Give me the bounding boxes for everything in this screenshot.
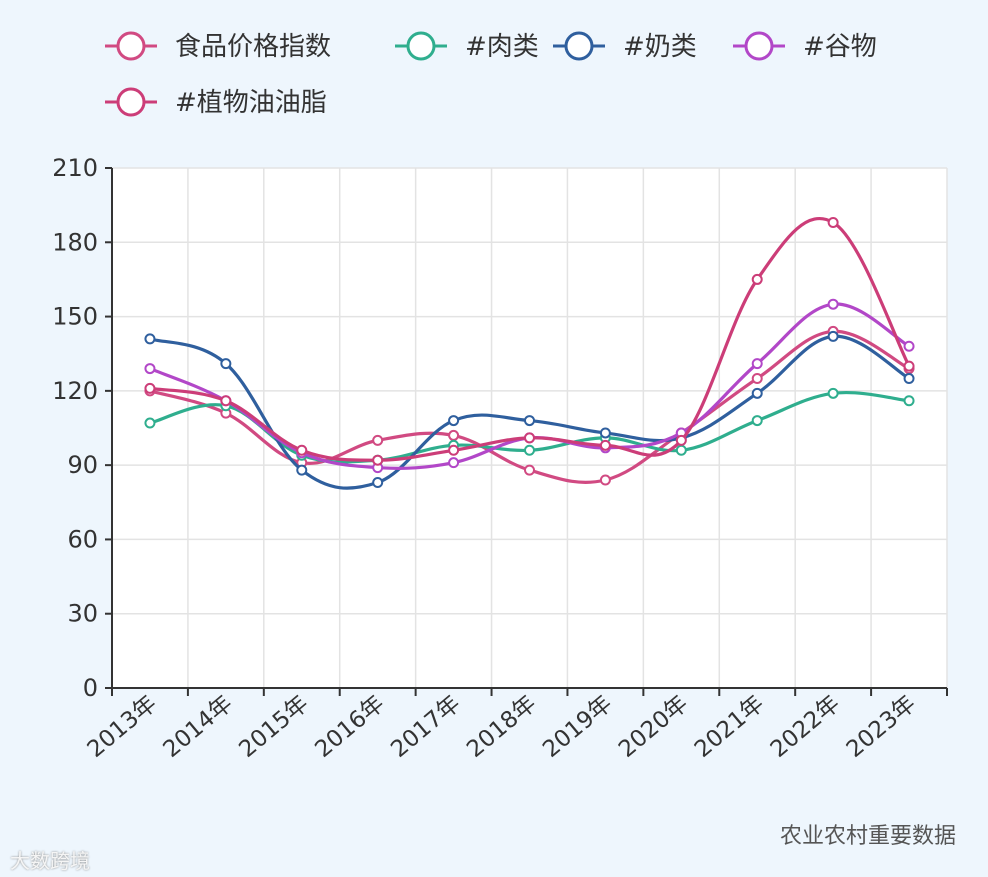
data-point[interactable] (599, 439, 611, 451)
y-tick-label: 210 (52, 154, 98, 182)
watermark-right: 农业农村重要数据 (779, 824, 956, 849)
data-point[interactable] (675, 444, 687, 456)
x-tick-label: 2014年 (159, 691, 238, 763)
data-point[interactable] (751, 358, 763, 370)
grid (111, 167, 948, 689)
x-tick-label: 2018年 (462, 691, 541, 763)
legend-label: 食品价格指数 (175, 32, 331, 62)
legend-item-3[interactable]: #谷物 (733, 31, 877, 62)
x-tick-label: 2022年 (766, 691, 845, 763)
legend-label: #肉类 (465, 32, 539, 62)
data-point[interactable] (903, 395, 915, 407)
data-point[interactable] (448, 429, 460, 441)
legend-marker (744, 31, 774, 61)
data-point[interactable] (220, 358, 232, 370)
data-point[interactable] (903, 372, 915, 384)
x-tick-label: 2023年 (842, 691, 921, 763)
legend-marker (116, 31, 146, 61)
data-point[interactable] (827, 330, 839, 342)
data-point[interactable] (144, 417, 156, 429)
data-point[interactable] (599, 427, 611, 439)
data-point[interactable] (751, 372, 763, 384)
data-point[interactable] (751, 415, 763, 427)
x-tick-label: 2016年 (310, 691, 389, 763)
data-point[interactable] (524, 444, 535, 456)
data-point[interactable] (144, 333, 156, 345)
x-tick-label: 2021年 (690, 691, 769, 763)
data-point[interactable] (751, 387, 763, 399)
data-point[interactable] (827, 216, 839, 228)
y-tick-label: 180 (52, 228, 98, 256)
data-point[interactable] (751, 273, 763, 285)
data-point[interactable] (144, 382, 156, 394)
data-point[interactable] (448, 415, 460, 427)
y-tick-label: 150 (52, 303, 98, 331)
data-point[interactable] (524, 432, 535, 444)
legend-item-1[interactable]: #肉类 (395, 31, 539, 62)
series-4 (144, 216, 915, 466)
y-tick-label: 0 (83, 674, 98, 702)
data-point[interactable] (524, 464, 535, 476)
legend-marker (564, 31, 594, 61)
legend-label: #植物油油脂 (175, 88, 327, 118)
data-point[interactable] (220, 395, 232, 407)
data-point[interactable] (296, 464, 308, 476)
plot-area (112, 168, 947, 688)
legend-marker (116, 87, 146, 117)
y-tick-label: 60 (67, 525, 98, 553)
x-tick-label: 2020年 (614, 691, 693, 763)
data-point[interactable] (372, 434, 384, 446)
legend-marker (406, 31, 436, 61)
data-point[interactable] (599, 474, 611, 486)
series-line (149, 216, 911, 462)
legend-item-0[interactable]: 食品价格指数 (105, 31, 331, 62)
x-tick-label: 2017年 (386, 691, 465, 763)
x-tick-label: 2019年 (538, 691, 617, 763)
y-tick-label: 120 (52, 377, 98, 405)
y-tick-label: 30 (67, 600, 98, 628)
data-point[interactable] (448, 457, 460, 469)
legend-label: #奶类 (623, 32, 697, 62)
legend-item-4[interactable]: #植物油油脂 (105, 87, 327, 118)
legend-item-2[interactable]: #奶类 (553, 31, 697, 62)
data-point[interactable] (675, 434, 687, 446)
data-point[interactable] (903, 360, 915, 372)
watermark-left: 大数跨境 (10, 849, 90, 873)
data-point[interactable] (296, 444, 308, 456)
x-tick-label: 2015年 (234, 691, 313, 763)
data-point[interactable] (372, 454, 384, 466)
data-point[interactable] (827, 387, 839, 399)
y-tick-label: 90 (67, 451, 98, 479)
data-point[interactable] (448, 444, 460, 456)
series-layer (144, 216, 915, 490)
data-point[interactable] (827, 298, 839, 310)
data-point[interactable] (144, 363, 156, 375)
data-point[interactable] (524, 415, 535, 427)
legend-label: #谷物 (803, 32, 877, 62)
data-point[interactable] (903, 340, 915, 352)
legend[interactable]: 食品价格指数 #肉类 #奶类 #谷物 #植物油油脂 (105, 31, 877, 118)
data-point[interactable] (372, 476, 384, 488)
